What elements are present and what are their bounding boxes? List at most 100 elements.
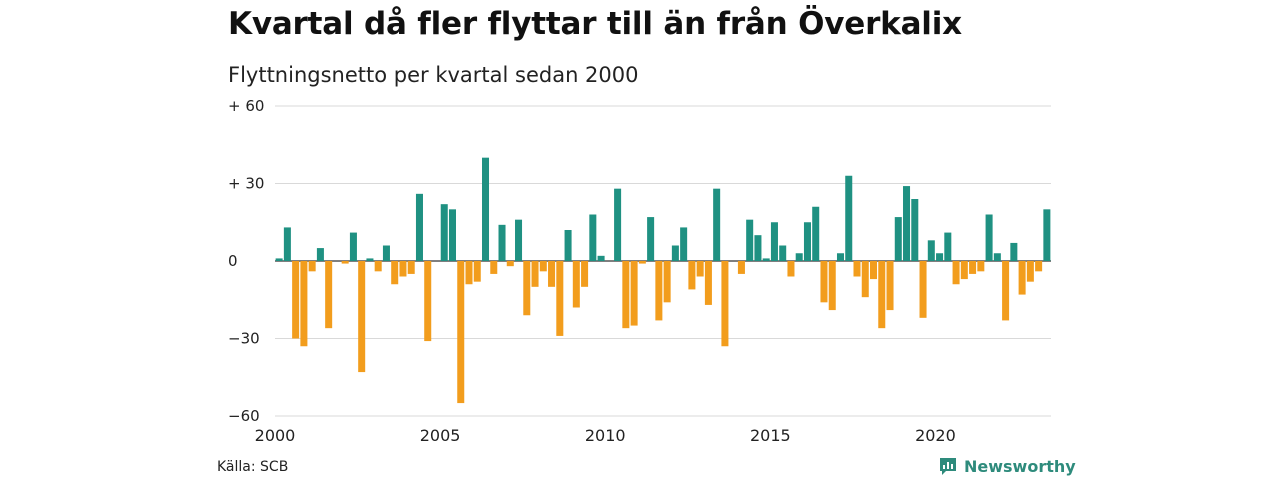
bar: [870, 261, 878, 280]
bar: [960, 261, 968, 280]
bar: [465, 261, 473, 285]
bar: [795, 253, 803, 261]
bar: [424, 261, 432, 342]
bar: [845, 175, 853, 261]
chart-title: Kvartal då fler flyttar till än från Öve…: [228, 6, 962, 42]
bar: [589, 214, 597, 261]
bar: [696, 261, 704, 277]
bar: [952, 261, 960, 285]
bar: [638, 261, 646, 264]
bar: [366, 258, 374, 261]
bar: [936, 253, 944, 261]
brand-logo: Newsworthy: [938, 456, 1076, 476]
bars: [275, 157, 1051, 404]
bar: [415, 193, 423, 261]
bar: [787, 261, 795, 277]
bar: [1010, 242, 1018, 261]
x-tick-label: 2000: [255, 426, 296, 445]
bar: [539, 261, 547, 272]
bar: [515, 219, 523, 261]
bar: [341, 261, 349, 264]
bar: [440, 204, 448, 261]
bar: [622, 261, 630, 329]
source-note: Källa: SCB: [217, 459, 289, 475]
bar: [812, 206, 820, 261]
y-tick-label: + 60: [228, 97, 264, 115]
bar: [482, 157, 490, 261]
bar: [614, 188, 622, 261]
bar: [448, 209, 456, 261]
newsworthy-logo-icon: [940, 458, 956, 475]
bar: [737, 261, 745, 274]
bar: [308, 261, 316, 272]
bar: [1035, 261, 1043, 272]
bar: [861, 261, 869, 298]
bar: [779, 245, 787, 261]
bar: [1043, 209, 1051, 261]
bar: [993, 253, 1001, 261]
bar: [944, 232, 952, 261]
x-axis-ticks: 2000 2005 2010 2015 2020: [255, 426, 956, 445]
bar: [985, 214, 993, 261]
bar: [473, 261, 481, 282]
bar-chart: + 60 + 30 0 −30 −60 2000 2005 2010 2015 2020: [228, 97, 1051, 445]
bar: [853, 261, 861, 277]
x-tick-label: 2010: [585, 426, 626, 445]
bar: [399, 261, 407, 277]
bar: [325, 261, 333, 329]
bar: [490, 261, 498, 274]
bar: [762, 258, 770, 261]
bar: [655, 261, 663, 321]
bar: [713, 188, 721, 261]
bar: [358, 261, 366, 373]
bar: [969, 261, 977, 274]
bar: [275, 258, 283, 261]
y-tick-label: −30: [228, 330, 260, 348]
bar: [531, 261, 539, 287]
bar: [1026, 261, 1034, 282]
bar: [283, 227, 291, 261]
bar: [581, 261, 589, 287]
bar: [820, 261, 828, 303]
bar: [803, 222, 811, 261]
y-tick-label: + 30: [228, 175, 264, 193]
bar: [349, 232, 357, 261]
bar: [663, 261, 671, 303]
bar: [671, 245, 679, 261]
bar: [523, 261, 531, 316]
bar: [498, 224, 506, 261]
bar: [894, 217, 902, 261]
bar: [382, 245, 390, 261]
bar: [836, 253, 844, 261]
bar: [754, 235, 762, 261]
bar: [564, 230, 572, 261]
bar: [572, 261, 580, 308]
bar: [903, 186, 911, 261]
y-tick-label: −60: [228, 407, 260, 425]
bar: [556, 261, 564, 336]
bar: [292, 261, 300, 339]
x-tick-label: 2015: [750, 426, 791, 445]
bar: [1002, 261, 1010, 321]
bar: [1018, 261, 1026, 295]
bar: [770, 222, 778, 261]
bar: [647, 217, 655, 261]
y-tick-label: 0: [228, 252, 238, 270]
bar: [597, 255, 605, 261]
bar: [721, 261, 729, 347]
bar: [506, 261, 514, 267]
y-axis-ticks: + 60 + 30 0 −30 −60: [228, 97, 264, 425]
bar: [316, 248, 324, 261]
bar: [391, 261, 399, 285]
bar: [886, 261, 894, 311]
chart-subtitle: Flyttningsnetto per kvartal sedan 2000: [228, 63, 639, 87]
bar: [680, 227, 688, 261]
bar: [911, 199, 919, 261]
x-tick-label: 2020: [915, 426, 956, 445]
bar: [878, 261, 886, 329]
brand-name: Newsworthy: [964, 456, 1076, 476]
x-tick-label: 2005: [420, 426, 461, 445]
bar: [300, 261, 308, 347]
bar: [927, 240, 935, 261]
bar: [828, 261, 836, 311]
